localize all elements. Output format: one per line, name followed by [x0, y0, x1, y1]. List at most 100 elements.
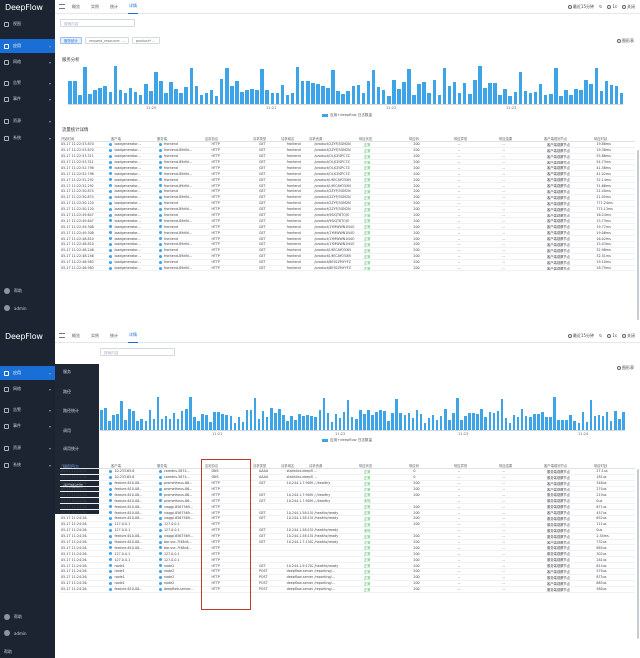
nav-item-view[interactable]: 视图	[0, 17, 55, 31]
table-row[interactable]: 05-17 11:22:53.311 loadgenerator... fronte…	[60, 160, 635, 166]
table-row[interactable]: 05-17 11:22:46.983 loadgenerator... fronte…	[60, 260, 635, 266]
nav-item-app[interactable]: 应用 ▾	[0, 366, 55, 380]
table-row[interactable]: 05-17 11:24:26. feature-610-08... deepflow…	[60, 587, 635, 593]
table-row[interactable]: 05-17 11:22:52.292 loadgenerator... fronte…	[60, 183, 635, 190]
table-row[interactable]: 05-17 11:24:26. 127.0.0.1 127.0.0.1 HTTP 正常 2…	[60, 557, 635, 564]
table-row[interactable]: 05-17 11:24:26. feature-610-08... promethe…	[60, 492, 635, 499]
help-link-bottom[interactable]: 帮助	[4, 649, 12, 654]
interval-select[interactable]: 1s	[607, 4, 617, 10]
tab-overview[interactable]: 概览	[72, 332, 80, 338]
table-row[interactable]: 05-17 11:22:50.120 loadgenerator... fronte…	[60, 207, 635, 213]
search-input[interactable]: 搜索内容	[60, 19, 135, 27]
view-toggle-button[interactable]: 图形表	[617, 38, 634, 44]
scrollbar[interactable]	[637, 469, 639, 639]
table-row[interactable]: 05-17 11:24:26. node1 node2 HTTP POST deepflo…	[60, 569, 635, 575]
help-link[interactable]: 帮助	[4, 614, 22, 620]
chart-bar	[480, 409, 483, 430]
tab-stats[interactable]: 统计	[110, 3, 118, 9]
user-menu[interactable]: admin	[4, 630, 27, 636]
table-row[interactable]: 05-17 11:22:49.647 loadgenerator... fronte…	[60, 218, 635, 225]
submenu-item[interactable]: 调用	[63, 428, 71, 433]
table-row[interactable]: 05-17 11:24:26. 10.233.65.6 coredns-5874..…	[60, 475, 635, 481]
table-row[interactable]: 05-17 11:22:52.798 loadgenerator... fronte…	[60, 171, 635, 178]
nav-item-alarm[interactable]: 告警 ▾	[0, 76, 55, 90]
nav-item-system[interactable]: 系统 ▾	[0, 131, 55, 145]
tab-detail[interactable]: 详情	[128, 329, 138, 343]
table-row[interactable]: 05-17 11:22:50.874 loadgenerator... fronte…	[60, 195, 635, 201]
table-row[interactable]: 05-17 11:22:48.810 loadgenerator... fronte…	[60, 242, 635, 248]
filter-chip[interactable]: request_resource: ...	[85, 37, 129, 44]
nav-item-resource[interactable]: 资源 ▾	[0, 114, 55, 128]
time-range-picker[interactable]: 最近15分钟	[567, 4, 594, 10]
tab-detail[interactable]: 详情	[128, 0, 138, 14]
table-row[interactable]: 05-17 11:22:52.292 loadgenerator... fronte…	[60, 177, 635, 184]
nav-item-resource[interactable]: 资源 ▾	[0, 441, 55, 455]
nav-item-alarm[interactable]: 告警 ▾	[0, 403, 55, 417]
nav-item-network[interactable]: 网络 ▾	[0, 55, 55, 69]
filter-chip[interactable]: 服务统计	[60, 37, 82, 44]
table-row[interactable]: 05-17 11:24:26. feature-610-08... bar-svc-…	[60, 540, 635, 546]
tab-overview[interactable]: 概览	[72, 3, 80, 9]
table-row[interactable]: 05-17 11:22:49.308 loadgenerator... fronte…	[60, 230, 635, 237]
table-row[interactable]: 05-17 11:24:26. feature-610-08... viaggi-8…	[60, 504, 635, 511]
table-row[interactable]: 05-17 11:24:26. feature-610-08... viaggi-8…	[60, 534, 635, 540]
tab-instance[interactable]: 实例	[91, 332, 99, 338]
table-row[interactable]: 05-17 11:24:26. node1 node2 HTTP POST deepflo…	[60, 575, 635, 581]
table-row[interactable]: 05-17 11:24:26. 127.0.0.1 127.0.0.1 HTTP 正常 2…	[60, 522, 635, 528]
menu-icon[interactable]	[59, 333, 65, 338]
table-row[interactable]: 05-17 11:24:26. feature-610-08... promethe…	[60, 481, 635, 487]
table-row[interactable]: 05-17 11:22:48.246 loadgenerator... fronte…	[60, 254, 635, 260]
filter-chip[interactable]: product* ...	[131, 37, 160, 44]
help-link[interactable]: 帮助	[4, 288, 22, 294]
table-cell: HTTP	[211, 165, 220, 170]
tab-instance[interactable]: 实例	[91, 3, 99, 9]
submenu-item[interactable]: 服务	[63, 369, 71, 374]
table-row[interactable]: 05-17 11:22:48.246 loadgenerator... fronte…	[60, 248, 635, 254]
table-row[interactable]: 05-17 11:22:53.870 loadgenerator... fronte…	[60, 142, 635, 148]
nav-item-network[interactable]: 网络 ▾	[0, 382, 55, 396]
table-row[interactable]: 05-17 11:24:26. feature-610-08... viaggi-8…	[60, 510, 635, 517]
table-cell: 服务端观察节点	[546, 575, 571, 580]
submenu-item[interactable]: 调用链追踪	[63, 483, 83, 488]
nav-item-system[interactable]: 系统 ▾	[0, 458, 55, 472]
submenu-item[interactable]: 调用统计	[63, 446, 79, 451]
table-row[interactable]: 05-17 11:22:48.810 loadgenerator... fronte…	[60, 236, 635, 243]
user-menu[interactable]: admin	[4, 305, 27, 311]
refresh-icon[interactable]: ↻	[599, 4, 603, 9]
view-toggle-button[interactable]: 图形表	[617, 365, 634, 371]
table-row[interactable]: 05-17 11:22:46.983 loadgenerator... fronte…	[60, 266, 635, 272]
table-row[interactable]: 05-17 11:24:26. feature-610-08... promethe…	[60, 498, 635, 505]
submenu-item-active[interactable]: 调用日志	[63, 464, 79, 469]
scrollbar[interactable]	[637, 150, 639, 320]
table-row[interactable]: 05-17 11:22:50.874 loadgenerator... fronte…	[60, 189, 635, 195]
time-range-picker[interactable]: 最近15分钟	[567, 333, 594, 339]
table-row[interactable]: 05-17 11:24:26. 127.0.0.1 127.0.0.1 HTTP 正常 2…	[60, 551, 635, 558]
close-button[interactable]: 关闭	[622, 333, 635, 339]
table-row[interactable]: 05-17 11:24:26. 10.233.65.6 coredns-5874..…	[60, 469, 635, 475]
table-row[interactable]: 05-17 11:22:49.308 loadgenerator... fronte…	[60, 224, 635, 231]
table-row[interactable]: 05-17 11:24:26. feature-610-08... bar-svc-…	[60, 545, 635, 552]
table-row[interactable]: 05-17 11:24:26. node1 node2 HTTP GET 10.244.1…	[60, 563, 635, 570]
interval-select[interactable]: 1s	[607, 333, 617, 339]
menu-icon[interactable]	[59, 4, 65, 9]
nav-item-event[interactable]: 事件 ▾	[0, 419, 55, 433]
table-cell: --	[457, 551, 461, 556]
search-input[interactable]: 搜索内容	[100, 348, 175, 356]
submenu-item[interactable]: 路径统计	[63, 408, 79, 413]
nav-item-event[interactable]: 事件 ▾	[0, 92, 55, 106]
table-row[interactable]: 05-17 11:22:52.798 loadgenerator... fronte…	[60, 165, 635, 172]
table-row[interactable]: 05-17 11:22:53.311 loadgenerator... fronte…	[60, 154, 635, 160]
chart-bar	[128, 87, 133, 104]
submenu-item[interactable]: 路径	[63, 389, 71, 394]
table-row[interactable]: 05-17 11:22:50.120 loadgenerator... fronte…	[60, 201, 635, 207]
table-row[interactable]: 05-17 11:24:26. node1 node2 HTTP POST deepflo…	[60, 581, 635, 587]
close-button[interactable]: 关闭	[622, 4, 635, 10]
refresh-icon[interactable]: ↻	[599, 333, 603, 338]
table-row[interactable]: 05-17 11:22:53.870 loadgenerator... fronte…	[60, 148, 635, 154]
tab-stats[interactable]: 统计	[110, 332, 118, 338]
table-row[interactable]: 05-17 11:24:26. feature-610-08... viaggi-8…	[60, 516, 635, 522]
table-row[interactable]: 05-17 11:24:26. feature-610-08... promethe…	[60, 487, 635, 493]
table-row[interactable]: 05-17 11:22:49.647 loadgenerator... fronte…	[60, 213, 635, 219]
nav-item-app[interactable]: 应用 ▾	[0, 39, 55, 53]
table-row[interactable]: 05-17 11:24:26. 127.0.0.1 127.0.0.1 HTTP GET…	[60, 528, 635, 534]
